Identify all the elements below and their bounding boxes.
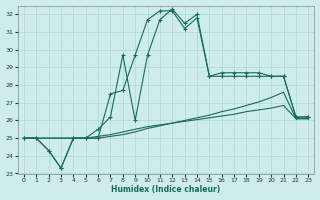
- X-axis label: Humidex (Indice chaleur): Humidex (Indice chaleur): [111, 185, 221, 194]
